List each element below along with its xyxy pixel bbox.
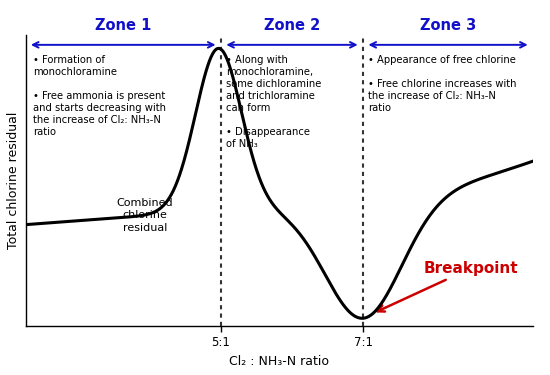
Text: Combined
chlorine
residual: Combined chlorine residual [117, 198, 173, 233]
Text: Zone 2: Zone 2 [264, 18, 320, 33]
Text: Zone 3: Zone 3 [420, 18, 476, 33]
X-axis label: Cl₂ : NH₃-N ratio: Cl₂ : NH₃-N ratio [229, 355, 329, 368]
Text: • Along with
monochloramine,
some dichloramine
and trichloramine
can form

• Dis: • Along with monochloramine, some dichlo… [226, 55, 321, 149]
Text: • Formation of
monochloramine

• Free ammonia is present
and starts decreasing w: • Formation of monochloramine • Free amm… [33, 55, 166, 137]
Text: • Appearance of free chlorine

• Free chlorine increases with
the increase of Cl: • Appearance of free chlorine • Free chl… [368, 55, 516, 113]
Y-axis label: Total chlorine residual: Total chlorine residual [7, 112, 20, 249]
Text: Zone 1: Zone 1 [95, 18, 151, 33]
Text: Breakpoint: Breakpoint [378, 261, 518, 312]
